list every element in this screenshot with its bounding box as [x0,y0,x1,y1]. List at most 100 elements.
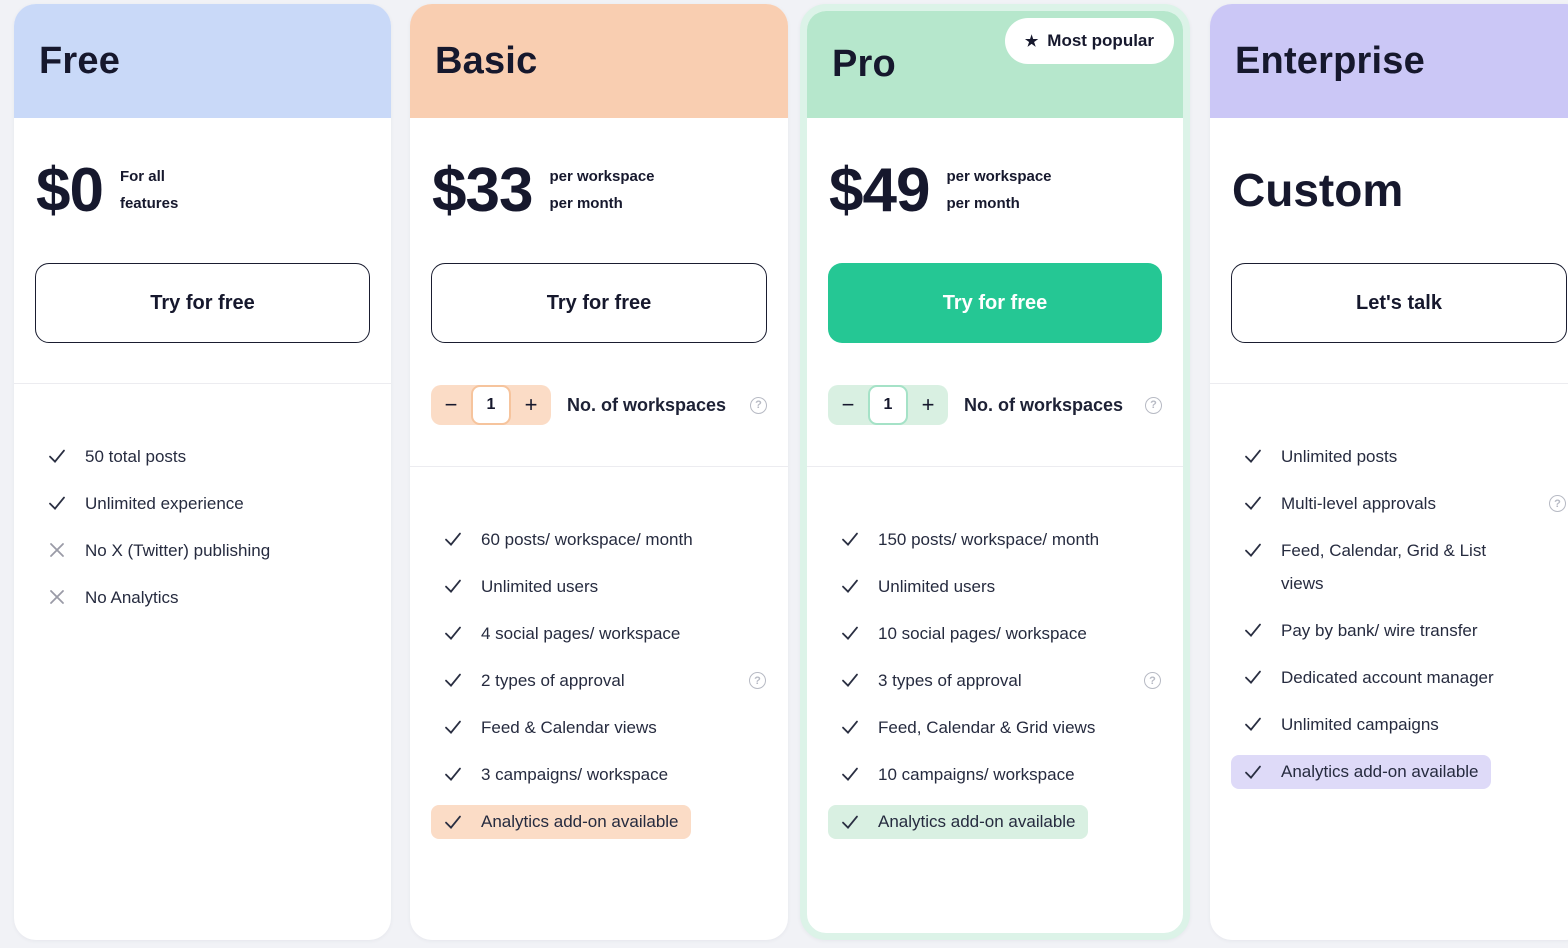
check-icon [1243,762,1263,782]
plan-card-basic: Basic $33 per workspace per month Try fo… [410,4,788,940]
check-icon [840,812,860,832]
check-icon [443,812,463,832]
workspace-count-input[interactable] [868,385,908,425]
feature-row: Feed, Calendar & Grid views [807,704,1161,751]
plan-price: Custom [1232,164,1404,216]
workspace-stepper-row: − + No. of workspaces ? [431,385,767,425]
check-icon [1243,714,1263,734]
feature-row: 150 posts/ workspace/ month [807,516,1161,563]
workspace-stepper: − + [828,385,948,425]
increment-button[interactable]: + [511,385,551,425]
feature-text: 60 posts/ workspace/ month [481,530,693,549]
check-icon [47,493,67,513]
check-icon [1243,667,1263,687]
plan-header-basic: Basic [410,4,788,118]
feature-list: Unlimited posts Multi-level approvals ? … [1210,384,1568,789]
check-icon [840,576,860,596]
help-icon[interactable]: ? [1145,396,1162,414]
feature-row: 4 social pages/ workspace [410,610,766,657]
feature-text: No Analytics [85,588,179,607]
plan-card-free: Free $0 For all features Try for free 50… [14,4,391,940]
workspace-stepper-label: No. of workspaces [567,394,727,415]
plan-header-enterprise: Enterprise [1210,4,1568,118]
help-icon[interactable]: ? [750,396,767,414]
plan-price: $0 [36,155,104,225]
check-icon [840,717,860,737]
feature-row: Unlimited campaigns [1210,701,1566,748]
check-icon [443,623,463,643]
feature-list: 50 total posts Unlimited experience No X… [14,384,391,621]
feature-row: 50 total posts [14,433,369,480]
feature-row-highlight: Analytics add-on available [431,805,691,839]
feature-text: 3 campaigns/ workspace [481,765,669,784]
check-icon [443,529,463,549]
check-icon [1243,540,1263,560]
cross-icon [47,540,67,560]
price-note: per workspace per month [946,168,1052,212]
check-icon [1243,446,1263,466]
plan-card-pro: Pro ★ Most popular $49 per workspace per… [800,4,1190,940]
workspace-stepper: − + [431,385,551,425]
cross-icon [47,587,67,607]
feature-row: Pay by bank/ wire transfer [1210,607,1566,654]
help-icon[interactable]: ? [749,672,766,689]
feature-row: Unlimited experience [14,480,369,527]
lets-talk-button[interactable]: Let's talk [1231,263,1567,343]
star-icon: ★ [1024,32,1039,50]
workspace-count-input[interactable] [471,385,511,425]
check-icon [840,623,860,643]
try-for-free-button[interactable]: Try for free [828,263,1162,343]
price-note: per workspace per month [549,168,655,212]
check-icon [840,764,860,784]
feature-list: 60 posts/ workspace/ month Unlimited use… [410,467,788,839]
feature-text: No X (Twitter) publishing [85,541,271,560]
workspace-stepper-row: − + No. of workspaces ? [828,385,1162,425]
price-row: Custom [1232,152,1566,228]
feature-row: 3 types of approval ? [807,657,1161,704]
try-for-free-button[interactable]: Try for free [431,263,767,343]
feature-text: Unlimited posts [1281,447,1398,466]
feature-row: Unlimited users [807,563,1161,610]
feature-text: Unlimited users [481,577,599,596]
feature-row: 60 posts/ workspace/ month [410,516,766,563]
help-icon[interactable]: ? [1144,672,1161,689]
feature-row: Unlimited users [410,563,766,610]
plan-header-pro: Pro ★ Most popular [807,11,1183,118]
most-popular-badge: ★ Most popular [1004,18,1174,64]
price-row: $33 per workspace per month [432,152,766,228]
feature-row-highlight: Analytics add-on available [1231,755,1491,789]
plan-title: Basic [435,39,538,82]
check-icon [1243,620,1263,640]
increment-button[interactable]: + [908,385,948,425]
feature-row: Dedicated account manager [1210,654,1566,701]
plan-price: $33 [432,155,533,225]
try-for-free-button[interactable]: Try for free [35,263,370,343]
feature-row-highlight: Analytics add-on available [828,805,1088,839]
check-icon [443,764,463,784]
feature-text: Feed & Calendar views [481,718,657,737]
help-icon[interactable]: ? [1549,495,1566,512]
decrement-button[interactable]: − [828,385,868,425]
feature-text: Analytics add-on available [878,812,1076,831]
check-icon [443,576,463,596]
section-divider [1210,383,1568,384]
check-icon [443,670,463,690]
plan-card-enterprise: Enterprise Custom Let's talk Unlimited p… [1210,4,1568,940]
check-icon [1243,493,1263,513]
feature-list: 150 posts/ workspace/ month Unlimited us… [807,467,1183,839]
feature-row: Multi-level approvals ? [1210,480,1566,527]
feature-text: 50 total posts [85,447,187,466]
feature-text: 10 campaigns/ workspace [878,765,1075,784]
feature-text: 3 types of approval [878,671,1022,690]
section-divider [807,466,1183,467]
feature-text: Unlimited users [878,577,996,596]
decrement-button[interactable]: − [431,385,471,425]
feature-row: Feed, Calendar, Grid & List views [1210,527,1566,607]
feature-row: 10 social pages/ workspace [807,610,1161,657]
feature-text: Unlimited campaigns [1281,715,1439,734]
price-note: For all features [119,168,179,212]
plan-title: Free [39,39,121,82]
feature-row: 10 campaigns/ workspace [807,751,1161,798]
price-row: $49 per workspace per month [829,152,1161,228]
feature-text: 150 posts/ workspace/ month [878,530,1100,549]
